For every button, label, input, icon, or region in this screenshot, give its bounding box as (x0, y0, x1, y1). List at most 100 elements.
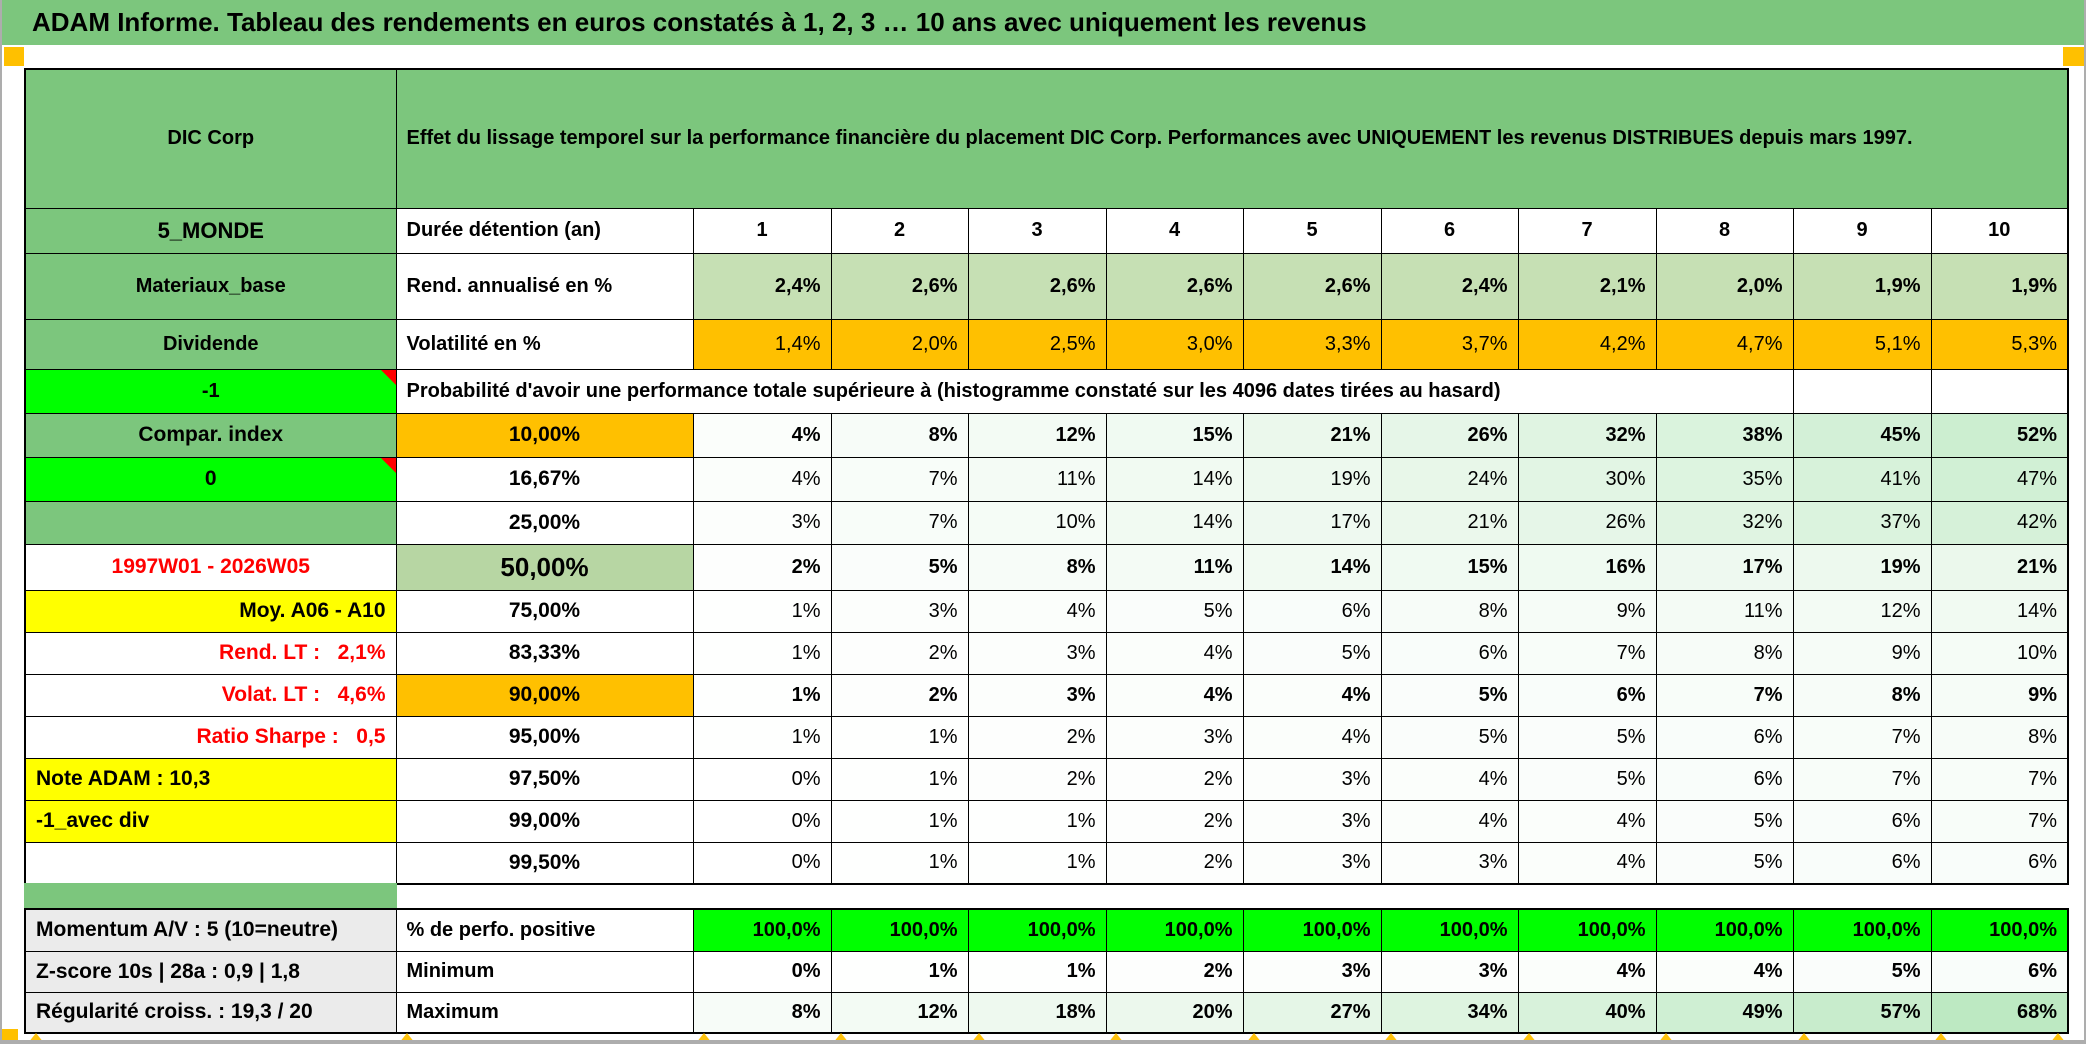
value-cell[interactable]: 15% (1105, 412, 1244, 458)
value-cell[interactable]: 1% (967, 841, 1107, 885)
column-header-cell[interactable]: 1 (692, 207, 832, 254)
value-cell[interactable]: 5% (1517, 715, 1657, 759)
footer-label-cell[interactable]: Z-score 10s | 28a : 0,9 | 1,8 (24, 950, 397, 993)
value-cell[interactable]: 26% (1380, 412, 1519, 458)
value-cell[interactable]: 4% (1242, 715, 1382, 759)
value-cell[interactable]: 1% (830, 841, 969, 885)
value-cell[interactable]: 3% (967, 631, 1107, 675)
value-cell[interactable]: 4% (1380, 757, 1519, 801)
footer-sublabel-cell[interactable]: Maximum (395, 991, 694, 1034)
category-cell[interactable]: 5_MONDE (24, 207, 397, 254)
value-cell[interactable]: 4% (1380, 799, 1519, 843)
value-cell[interactable]: 2% (967, 757, 1107, 801)
value-cell[interactable]: 11% (1105, 543, 1244, 591)
value-cell[interactable]: 100,0% (1380, 908, 1519, 952)
value-cell[interactable]: 14% (1105, 500, 1244, 545)
value-cell[interactable]: 3% (1105, 715, 1244, 759)
value-cell[interactable]: 1,4% (692, 318, 832, 370)
value-cell[interactable]: 2,6% (1242, 252, 1382, 320)
threshold-cell[interactable]: 97,50% (395, 757, 694, 801)
value-cell[interactable]: 3% (830, 589, 969, 633)
table-description-cell[interactable]: Effet du lissage temporel sur la perform… (395, 68, 2069, 209)
row-label-cell[interactable] (24, 500, 397, 545)
value-cell[interactable]: 3,0% (1105, 318, 1244, 370)
value-cell[interactable]: 19% (1792, 543, 1932, 591)
value-cell[interactable]: 21% (1242, 412, 1382, 458)
value-cell[interactable]: 9% (1792, 631, 1932, 675)
empty-cell[interactable] (1930, 368, 2069, 414)
value-cell[interactable]: 14% (1242, 543, 1382, 591)
value-cell[interactable]: 10% (967, 500, 1107, 545)
value-cell[interactable]: 3,3% (1242, 318, 1382, 370)
value-cell[interactable]: 12% (967, 412, 1107, 458)
value-cell[interactable]: 2,5% (967, 318, 1107, 370)
value-cell[interactable]: 6% (1655, 757, 1794, 801)
value-cell[interactable]: 2% (830, 673, 969, 717)
value-cell[interactable]: 1% (830, 715, 969, 759)
threshold-cell[interactable]: 75,00% (395, 589, 694, 633)
threshold-cell[interactable]: 10,00% (395, 412, 694, 458)
value-cell[interactable]: 6% (1517, 673, 1657, 717)
value-cell[interactable]: 7% (830, 500, 969, 545)
value-cell[interactable]: 2,6% (967, 252, 1107, 320)
value-cell[interactable]: 2,6% (830, 252, 969, 320)
column-header-cell[interactable]: 9 (1792, 207, 1932, 254)
value-cell[interactable]: 5% (1242, 631, 1382, 675)
value-cell[interactable]: 19% (1242, 456, 1382, 502)
column-header-cell[interactable]: 8 (1655, 207, 1794, 254)
value-cell[interactable]: 8% (830, 412, 969, 458)
value-cell[interactable]: 5,3% (1930, 318, 2069, 370)
value-cell[interactable]: 100,0% (1792, 908, 1932, 952)
instrument-cell[interactable]: DIC Corp (24, 68, 397, 209)
value-cell[interactable]: 100,0% (1105, 908, 1244, 952)
value-cell[interactable]: 2% (692, 543, 832, 591)
threshold-cell[interactable]: 25,00% (395, 500, 694, 545)
value-cell[interactable]: 3% (1242, 950, 1382, 993)
value-cell[interactable]: 4% (1105, 631, 1244, 675)
value-cell[interactable]: 52% (1930, 412, 2069, 458)
value-cell[interactable]: 9% (1517, 589, 1657, 633)
value-cell[interactable]: 26% (1517, 500, 1657, 545)
value-cell[interactable]: 11% (1655, 589, 1794, 633)
value-cell[interactable]: 100,0% (1242, 908, 1382, 952)
value-cell[interactable]: 4% (1517, 950, 1657, 993)
value-cell[interactable]: 10% (1930, 631, 2069, 675)
value-cell[interactable]: 2,4% (692, 252, 832, 320)
value-cell[interactable]: 34% (1380, 991, 1519, 1034)
value-cell[interactable]: 4,7% (1655, 318, 1794, 370)
column-header-cell[interactable]: 3 (967, 207, 1107, 254)
value-cell[interactable]: 7% (1517, 631, 1657, 675)
empty-cell[interactable] (1792, 368, 1932, 414)
value-cell[interactable]: 12% (1792, 589, 1932, 633)
row-label-cell[interactable]: Compar. index (24, 412, 397, 458)
value-cell[interactable]: 32% (1655, 500, 1794, 545)
value-cell[interactable]: 5% (1105, 589, 1244, 633)
value-cell[interactable]: 37% (1792, 500, 1932, 545)
value-cell[interactable]: 8% (1380, 589, 1519, 633)
threshold-cell[interactable]: 95,00% (395, 715, 694, 759)
value-cell[interactable]: 2,6% (1105, 252, 1244, 320)
value-cell[interactable]: 6% (1380, 631, 1519, 675)
value-cell[interactable]: 2,1% (1517, 252, 1657, 320)
value-cell[interactable]: 5% (1380, 715, 1519, 759)
value-cell[interactable]: 4% (1242, 673, 1382, 717)
value-cell[interactable]: 1% (692, 673, 832, 717)
column-header-cell[interactable]: 10 (1930, 207, 2069, 254)
value-cell[interactable]: 20% (1105, 991, 1244, 1034)
value-cell[interactable]: 7% (1655, 673, 1794, 717)
row-label-cell[interactable]: Volat. LT : 4,6% (24, 673, 397, 717)
value-cell[interactable]: 9% (1930, 673, 2069, 717)
column-header-cell[interactable]: 2 (830, 207, 969, 254)
row-sublabel-cell[interactable]: Volatilité en % (395, 318, 694, 370)
value-cell[interactable]: 47% (1930, 456, 2069, 502)
value-cell[interactable]: 6% (1930, 950, 2069, 993)
value-cell[interactable]: 0% (692, 799, 832, 843)
value-cell[interactable]: 100,0% (830, 908, 969, 952)
value-cell[interactable]: 3% (1242, 799, 1382, 843)
footer-sublabel-cell[interactable]: Minimum (395, 950, 694, 993)
value-cell[interactable]: 6% (1655, 715, 1794, 759)
value-cell[interactable]: 1% (830, 950, 969, 993)
value-cell[interactable]: 2,0% (1655, 252, 1794, 320)
value-cell[interactable]: 17% (1655, 543, 1794, 591)
value-cell[interactable]: 12% (830, 991, 969, 1034)
